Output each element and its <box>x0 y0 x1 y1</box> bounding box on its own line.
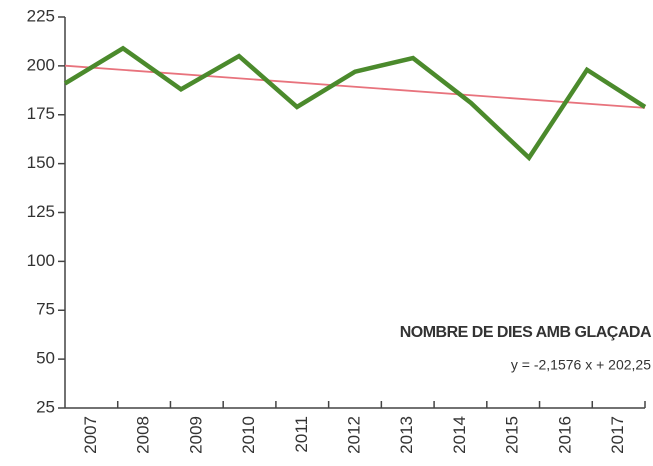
y-tick-label: 150 <box>27 153 55 172</box>
data-line <box>63 45 647 162</box>
y-tick-label: 100 <box>27 251 55 270</box>
x-tick-label: 2014 <box>450 416 469 454</box>
x-tick-label: 2016 <box>555 416 574 454</box>
trend-equation: y = -2,1576 x + 202,25 <box>511 357 651 373</box>
x-tick-label: 2007 <box>81 416 100 454</box>
x-tick-label: 2012 <box>344 416 363 454</box>
trend-line <box>64 64 646 109</box>
x-tick-label: 2015 <box>503 416 522 454</box>
series-label: NOMBRE DE DIES AMB GLAÇADA <box>400 324 652 341</box>
x-tick-label: 2013 <box>397 416 416 454</box>
y-tick-label: 175 <box>27 104 55 123</box>
x-tick-label: 2008 <box>134 416 153 454</box>
x-tick-label: 2017 <box>608 416 627 454</box>
y-tick-label: 75 <box>36 300 55 319</box>
x-tick-label: 2009 <box>186 416 205 454</box>
y-tick-label: 125 <box>27 202 55 221</box>
x-tick-label: 2011 <box>292 416 311 453</box>
y-tick-label: 25 <box>36 397 55 416</box>
x-tick-label: 2010 <box>239 416 258 454</box>
y-tick-label: 200 <box>27 55 55 74</box>
y-tick-label: 225 <box>27 6 55 25</box>
y-tick-label: 50 <box>36 349 55 368</box>
